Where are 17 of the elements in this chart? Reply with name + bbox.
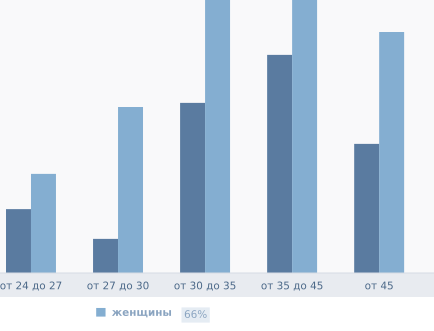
bar [379, 32, 404, 273]
legend-label: женщины [112, 310, 172, 318]
bar [354, 144, 380, 273]
bar [180, 102, 206, 273]
bar [6, 209, 31, 273]
x-tick-label: от 45 [365, 282, 393, 290]
bar [205, 0, 230, 273]
bar [30, 174, 56, 273]
x-tick-label: от 27 до 30 [87, 282, 149, 291]
bar [118, 107, 144, 273]
text: 66% [184, 310, 207, 318]
bar [93, 238, 118, 273]
x-tick-label: от 35 до 45 [261, 282, 322, 291]
bar [267, 54, 292, 273]
x-tick-label: от 30 до 35 [174, 282, 236, 291]
bar [292, 0, 318, 273]
x-tick-label: от 24 до 27 [0, 282, 62, 291]
